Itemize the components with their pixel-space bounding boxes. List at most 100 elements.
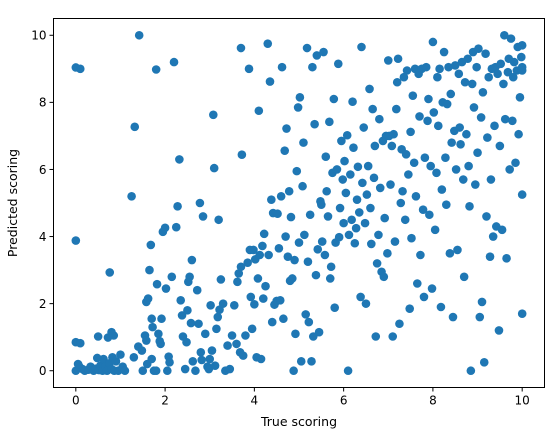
data-point (407, 233, 416, 243)
data-point (506, 34, 516, 43)
data-point (352, 195, 362, 204)
data-point (348, 97, 357, 106)
data-point (302, 43, 312, 53)
data-point (311, 270, 321, 280)
data-point (134, 30, 144, 40)
data-point (442, 200, 451, 209)
data-point (332, 165, 342, 174)
data-point (298, 181, 307, 191)
data-point (312, 51, 322, 60)
data-point (424, 94, 433, 104)
data-point (238, 351, 248, 360)
data-point (259, 229, 269, 239)
data-point (307, 357, 316, 366)
data-point (295, 93, 305, 102)
data-point (148, 322, 157, 332)
data-point (234, 269, 244, 278)
data-point (392, 77, 402, 87)
data-point (353, 162, 363, 172)
data-point (428, 37, 438, 47)
data-point (367, 239, 376, 249)
data-point (503, 67, 513, 77)
data-point (370, 141, 380, 151)
data-point (195, 198, 205, 208)
data-point (500, 114, 510, 124)
data-point (390, 237, 400, 246)
data-point (229, 301, 239, 310)
data-point (406, 127, 415, 137)
data-point (493, 69, 502, 79)
data-point (476, 113, 486, 122)
data-point (471, 180, 480, 189)
data-point (423, 116, 432, 126)
data-point (511, 158, 520, 168)
data-point (156, 339, 165, 349)
data-point (187, 255, 197, 265)
data-point (145, 265, 154, 275)
data-point (340, 156, 349, 166)
data-point (383, 56, 393, 65)
data-point (444, 62, 453, 72)
data-point (517, 309, 527, 319)
data-point (247, 324, 257, 334)
data-point (263, 39, 273, 48)
data-point (177, 311, 187, 320)
data-point (225, 364, 235, 374)
data-point (505, 165, 514, 174)
data-point (502, 254, 511, 263)
data-point (317, 200, 326, 209)
data-point (392, 104, 401, 114)
data-point (197, 355, 206, 365)
data-point (317, 237, 327, 246)
data-point (359, 123, 369, 132)
data-point (286, 212, 296, 222)
data-point (93, 332, 103, 341)
data-point (333, 59, 343, 69)
data-point (267, 195, 276, 204)
data-point (200, 329, 210, 339)
data-point (233, 277, 242, 287)
data-point (147, 314, 156, 324)
data-point (218, 299, 228, 308)
data-point (194, 319, 203, 329)
y-axis-label: Predicted scoring (5, 149, 20, 257)
data-point (107, 327, 116, 337)
data-point (273, 209, 282, 219)
data-point (290, 255, 299, 265)
data-point (183, 306, 192, 315)
data-point (130, 122, 140, 132)
data-point (500, 30, 509, 40)
data-point (402, 66, 412, 75)
data-point (206, 301, 215, 310)
data-point (421, 62, 431, 72)
data-point (388, 332, 398, 341)
data-point (232, 339, 241, 349)
data-point (481, 49, 490, 59)
data-point (261, 281, 270, 291)
data-point (490, 121, 499, 131)
data-point (368, 104, 377, 114)
data-point (360, 218, 370, 228)
data-point (344, 230, 354, 240)
data-point (75, 338, 85, 348)
data-point (205, 354, 215, 364)
data-point (400, 215, 410, 225)
data-point (284, 186, 294, 196)
data-point (361, 299, 371, 308)
data-point (236, 43, 246, 53)
data-point (433, 121, 443, 131)
data-point (462, 129, 471, 139)
data-point (372, 259, 382, 268)
data-point (73, 359, 83, 369)
data-point (464, 161, 473, 171)
data-point (451, 165, 461, 174)
data-point (129, 353, 139, 362)
data-point (198, 212, 208, 221)
data-point (354, 208, 364, 217)
data-point (304, 317, 314, 327)
data-point (436, 302, 446, 312)
data-point (249, 245, 258, 255)
data-point (334, 232, 344, 242)
data-point (192, 285, 202, 295)
